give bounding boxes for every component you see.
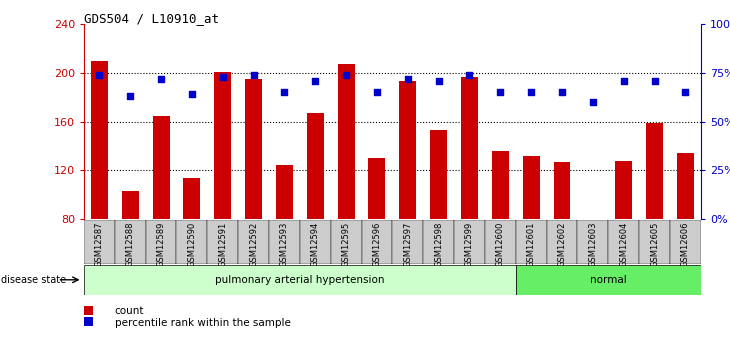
Bar xyxy=(485,220,515,264)
Bar xyxy=(122,191,139,219)
Point xyxy=(155,76,167,81)
Bar xyxy=(276,166,293,219)
Point xyxy=(494,90,506,95)
Bar xyxy=(238,220,269,264)
Bar xyxy=(399,81,416,219)
Text: GSM12602: GSM12602 xyxy=(558,222,566,267)
Bar xyxy=(84,265,515,295)
Point xyxy=(402,76,414,81)
Bar xyxy=(115,220,145,264)
Bar xyxy=(361,220,393,264)
Bar xyxy=(183,178,200,219)
Point xyxy=(649,78,661,83)
Point xyxy=(556,90,568,95)
Point xyxy=(526,90,537,95)
Bar xyxy=(423,220,454,264)
Text: GSM12587: GSM12587 xyxy=(95,222,104,267)
Text: GSM12599: GSM12599 xyxy=(465,222,474,267)
Bar xyxy=(331,220,361,264)
Bar xyxy=(300,220,331,264)
Bar xyxy=(670,220,701,264)
Point xyxy=(464,72,475,78)
Bar xyxy=(677,153,694,219)
Bar xyxy=(577,220,608,264)
Point xyxy=(93,72,105,78)
Text: GSM12589: GSM12589 xyxy=(156,222,166,267)
Text: GSM12588: GSM12588 xyxy=(126,222,135,267)
Bar xyxy=(215,72,231,219)
Text: GSM12593: GSM12593 xyxy=(280,222,289,267)
Text: GSM12590: GSM12590 xyxy=(188,222,196,267)
Text: GSM12603: GSM12603 xyxy=(588,222,597,267)
Bar xyxy=(91,61,108,219)
Text: GSM12596: GSM12596 xyxy=(372,222,382,267)
Bar xyxy=(269,220,300,264)
Point xyxy=(340,72,352,78)
Bar xyxy=(547,220,577,264)
Text: pulmonary arterial hypertension: pulmonary arterial hypertension xyxy=(215,275,385,285)
Bar xyxy=(646,123,663,219)
Point xyxy=(217,74,228,80)
Bar xyxy=(307,113,323,219)
Bar xyxy=(84,220,115,264)
Point xyxy=(371,90,383,95)
Point xyxy=(310,78,321,83)
Bar xyxy=(454,220,485,264)
Point xyxy=(124,93,136,99)
Text: GSM12591: GSM12591 xyxy=(218,222,227,267)
Text: GSM12600: GSM12600 xyxy=(496,222,505,267)
Point xyxy=(587,99,599,105)
Point xyxy=(279,90,291,95)
Bar xyxy=(393,220,423,264)
Text: GSM12605: GSM12605 xyxy=(650,222,659,267)
Text: GSM12598: GSM12598 xyxy=(434,222,443,267)
Bar xyxy=(461,77,478,219)
Bar xyxy=(338,65,355,219)
Point xyxy=(618,78,629,83)
Text: GDS504 / L10910_at: GDS504 / L10910_at xyxy=(84,12,219,25)
Point xyxy=(186,91,198,97)
Point xyxy=(247,72,259,78)
Text: count: count xyxy=(115,306,144,316)
Text: GSM12595: GSM12595 xyxy=(342,222,350,267)
Text: percentile rank within the sample: percentile rank within the sample xyxy=(115,317,291,327)
Text: normal: normal xyxy=(590,275,626,285)
Text: GSM12601: GSM12601 xyxy=(526,222,536,267)
Bar xyxy=(608,220,639,264)
Bar xyxy=(639,220,670,264)
Bar xyxy=(245,79,262,219)
Text: GSM12597: GSM12597 xyxy=(403,222,412,267)
Bar xyxy=(153,116,169,219)
Bar xyxy=(515,265,701,295)
Point xyxy=(680,90,691,95)
Text: GSM12604: GSM12604 xyxy=(619,222,629,267)
Bar xyxy=(369,158,385,219)
Bar xyxy=(145,220,177,264)
Point xyxy=(433,78,445,83)
Bar xyxy=(430,130,447,219)
Text: GSM12592: GSM12592 xyxy=(249,222,258,267)
Bar xyxy=(515,220,547,264)
Text: disease state: disease state xyxy=(1,275,66,285)
Bar xyxy=(207,220,238,264)
Bar xyxy=(177,220,207,264)
Bar xyxy=(492,151,509,219)
Text: GSM12606: GSM12606 xyxy=(681,222,690,267)
Bar xyxy=(615,161,632,219)
Bar xyxy=(523,156,539,219)
Text: GSM12594: GSM12594 xyxy=(311,222,320,267)
Bar xyxy=(553,162,570,219)
